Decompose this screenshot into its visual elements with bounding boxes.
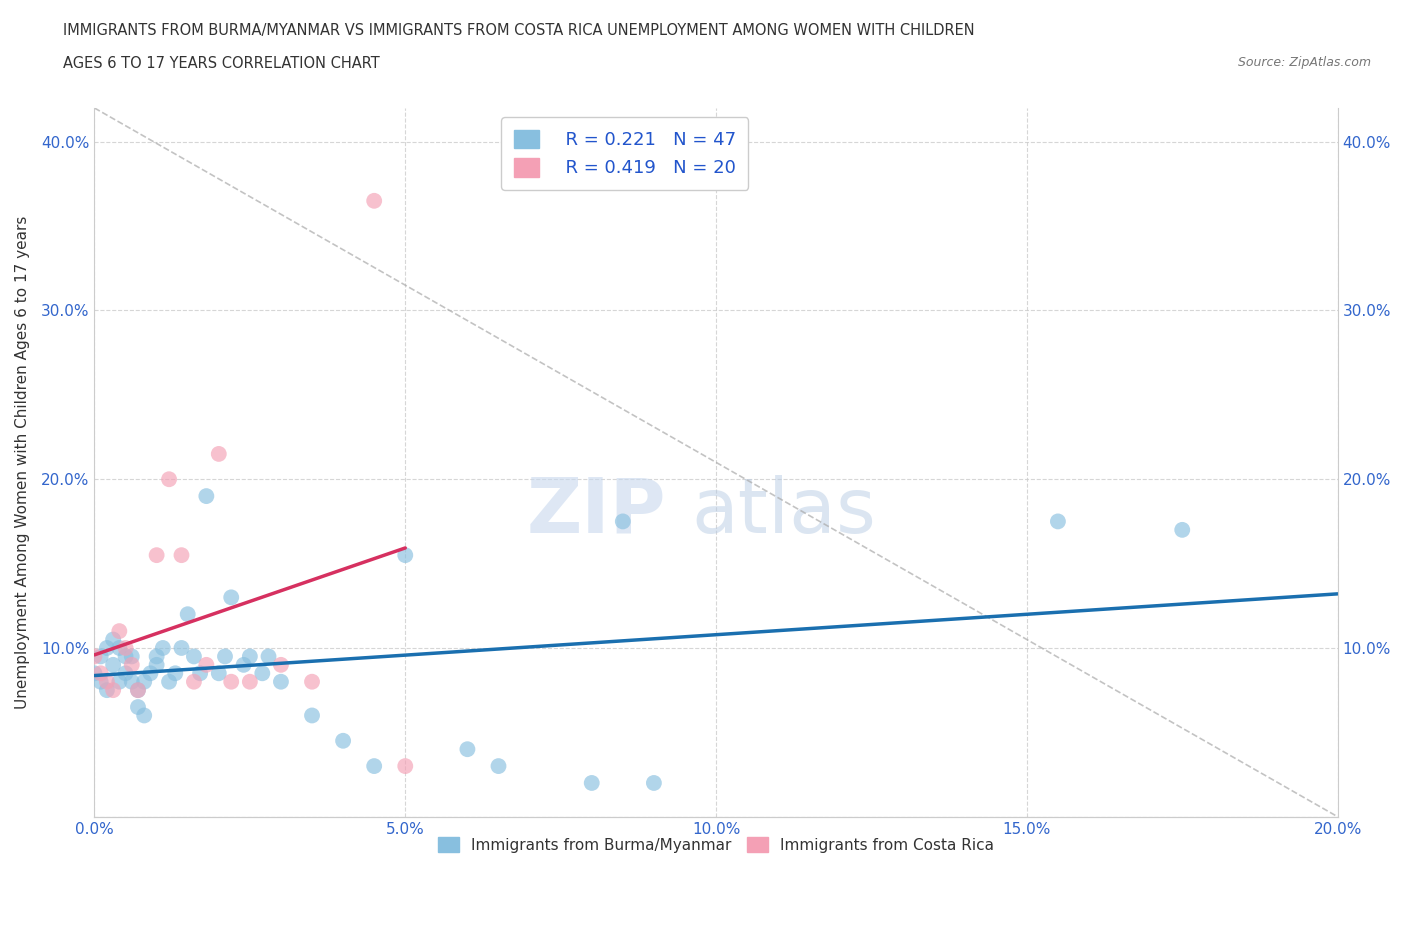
Point	[363, 193, 385, 208]
Point	[214, 649, 236, 664]
Point	[612, 514, 634, 529]
Point	[195, 488, 218, 503]
Text: IMMIGRANTS FROM BURMA/MYANMAR VS IMMIGRANTS FROM COSTA RICA UNEMPLOYMENT AMONG W: IMMIGRANTS FROM BURMA/MYANMAR VS IMMIGRA…	[63, 23, 974, 38]
Point	[301, 708, 323, 723]
Point	[96, 683, 118, 698]
Point	[219, 590, 242, 604]
Point	[121, 649, 143, 664]
Point	[145, 548, 167, 563]
Point	[96, 674, 118, 689]
Text: AGES 6 TO 17 YEARS CORRELATION CHART: AGES 6 TO 17 YEARS CORRELATION CHART	[63, 56, 380, 71]
Point	[101, 658, 124, 672]
Point	[239, 649, 262, 664]
Point	[581, 776, 603, 790]
Point	[114, 641, 136, 656]
Point	[114, 649, 136, 664]
Point	[456, 742, 478, 757]
Point	[90, 674, 112, 689]
Text: ZIP: ZIP	[527, 475, 666, 549]
Point	[101, 632, 124, 647]
Point	[170, 548, 193, 563]
Point	[114, 666, 136, 681]
Point	[108, 624, 131, 639]
Point	[488, 759, 510, 774]
Point	[183, 674, 205, 689]
Legend: Immigrants from Burma/Myanmar, Immigrants from Costa Rica: Immigrants from Burma/Myanmar, Immigrant…	[432, 830, 1001, 858]
Y-axis label: Unemployment Among Women with Children Ages 6 to 17 years: Unemployment Among Women with Children A…	[15, 216, 30, 709]
Point	[301, 674, 323, 689]
Point	[90, 666, 112, 681]
Point	[394, 548, 416, 563]
Point	[363, 759, 385, 774]
Point	[83, 666, 105, 681]
Point	[1171, 523, 1194, 538]
Point	[208, 666, 231, 681]
Point	[208, 446, 231, 461]
Point	[127, 683, 149, 698]
Point	[121, 674, 143, 689]
Point	[157, 472, 180, 486]
Point	[96, 641, 118, 656]
Point	[643, 776, 665, 790]
Point	[152, 641, 174, 656]
Point	[239, 674, 262, 689]
Point	[90, 649, 112, 664]
Point	[177, 606, 200, 621]
Point	[127, 699, 149, 714]
Text: atlas: atlas	[692, 475, 876, 549]
Point	[134, 708, 156, 723]
Point	[101, 683, 124, 698]
Point	[257, 649, 280, 664]
Point	[232, 658, 254, 672]
Point	[219, 674, 242, 689]
Point	[270, 658, 292, 672]
Point	[165, 666, 187, 681]
Point	[270, 674, 292, 689]
Point	[83, 649, 105, 664]
Point	[195, 658, 218, 672]
Point	[145, 649, 167, 664]
Point	[145, 658, 167, 672]
Point	[127, 683, 149, 698]
Point	[134, 674, 156, 689]
Point	[252, 666, 274, 681]
Text: Source: ZipAtlas.com: Source: ZipAtlas.com	[1237, 56, 1371, 69]
Point	[170, 641, 193, 656]
Point	[183, 649, 205, 664]
Point	[157, 674, 180, 689]
Point	[394, 759, 416, 774]
Point	[108, 641, 131, 656]
Point	[121, 658, 143, 672]
Point	[332, 734, 354, 749]
Point	[108, 674, 131, 689]
Point	[188, 666, 211, 681]
Point	[139, 666, 162, 681]
Point	[1046, 514, 1069, 529]
